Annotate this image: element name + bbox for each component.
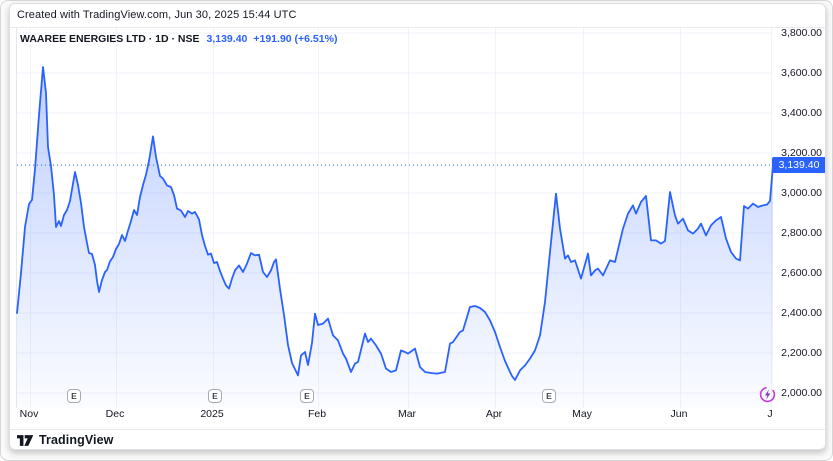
price-axis-label: 3,000.00 — [781, 187, 822, 199]
earnings-marker[interactable]: E — [300, 389, 314, 403]
time-axis-label: Mar — [397, 408, 417, 420]
symbol-legend[interactable]: WAAREE ENERGIES LTD · 1D · NSE 3,139.40 +1… — [20, 33, 337, 45]
attribution-text: Created with TradingView.com, Jun 30, 20… — [17, 9, 297, 21]
price-axis-label: 3,600.00 — [781, 67, 822, 79]
time-axis-label: Feb — [307, 408, 327, 420]
price-axis-label: 2,800.00 — [781, 227, 822, 239]
chart-pane[interactable] — [16, 28, 774, 408]
tradingview-logo-icon[interactable] — [17, 434, 34, 447]
time-axis-label: Jun — [670, 408, 688, 420]
tradingview-brand-text[interactable]: TradingView — [39, 433, 114, 447]
earnings-marker[interactable]: E — [67, 389, 81, 403]
price-axis-label: 3,800.00 — [781, 27, 822, 39]
flash-icon[interactable] — [759, 386, 776, 403]
chart-card: Created with TradingView.com, Jun 30, 20… — [9, 3, 826, 450]
time-axis-label: J — [767, 408, 773, 420]
earnings-marker[interactable]: E — [542, 389, 556, 403]
legend-change: +191.90 (+6.51%) — [253, 33, 338, 45]
time-axis-label: 2025 — [200, 408, 224, 420]
time-axis-label: Dec — [105, 408, 125, 420]
price-axis-label: 2,400.00 — [781, 307, 822, 319]
attribution-divider — [10, 27, 825, 28]
price-axis-label: 3,200.00 — [781, 147, 822, 159]
price-axis-label: 2,200.00 — [781, 347, 822, 359]
time-axis-label: May — [572, 408, 592, 420]
price-axis-label: 2,000.00 — [781, 387, 822, 399]
price-axis-label: 3,400.00 — [781, 107, 822, 119]
price-area-chart — [16, 28, 774, 408]
legend-last-price: 3,139.40 — [206, 33, 248, 45]
footer-divider — [10, 429, 825, 430]
area-fill — [17, 67, 773, 408]
earnings-marker[interactable]: E — [208, 389, 222, 403]
last-price-badge: 3,139.40 — [772, 157, 825, 174]
footer: TradingView — [17, 430, 114, 449]
price-line — [16, 66, 774, 381]
time-axis-label: Nov — [19, 408, 39, 420]
time-axis-label: Apr — [485, 408, 503, 420]
price-axis-label: 2,600.00 — [781, 267, 822, 279]
symbol-title: WAAREE ENERGIES LTD · 1D · NSE — [20, 33, 200, 45]
